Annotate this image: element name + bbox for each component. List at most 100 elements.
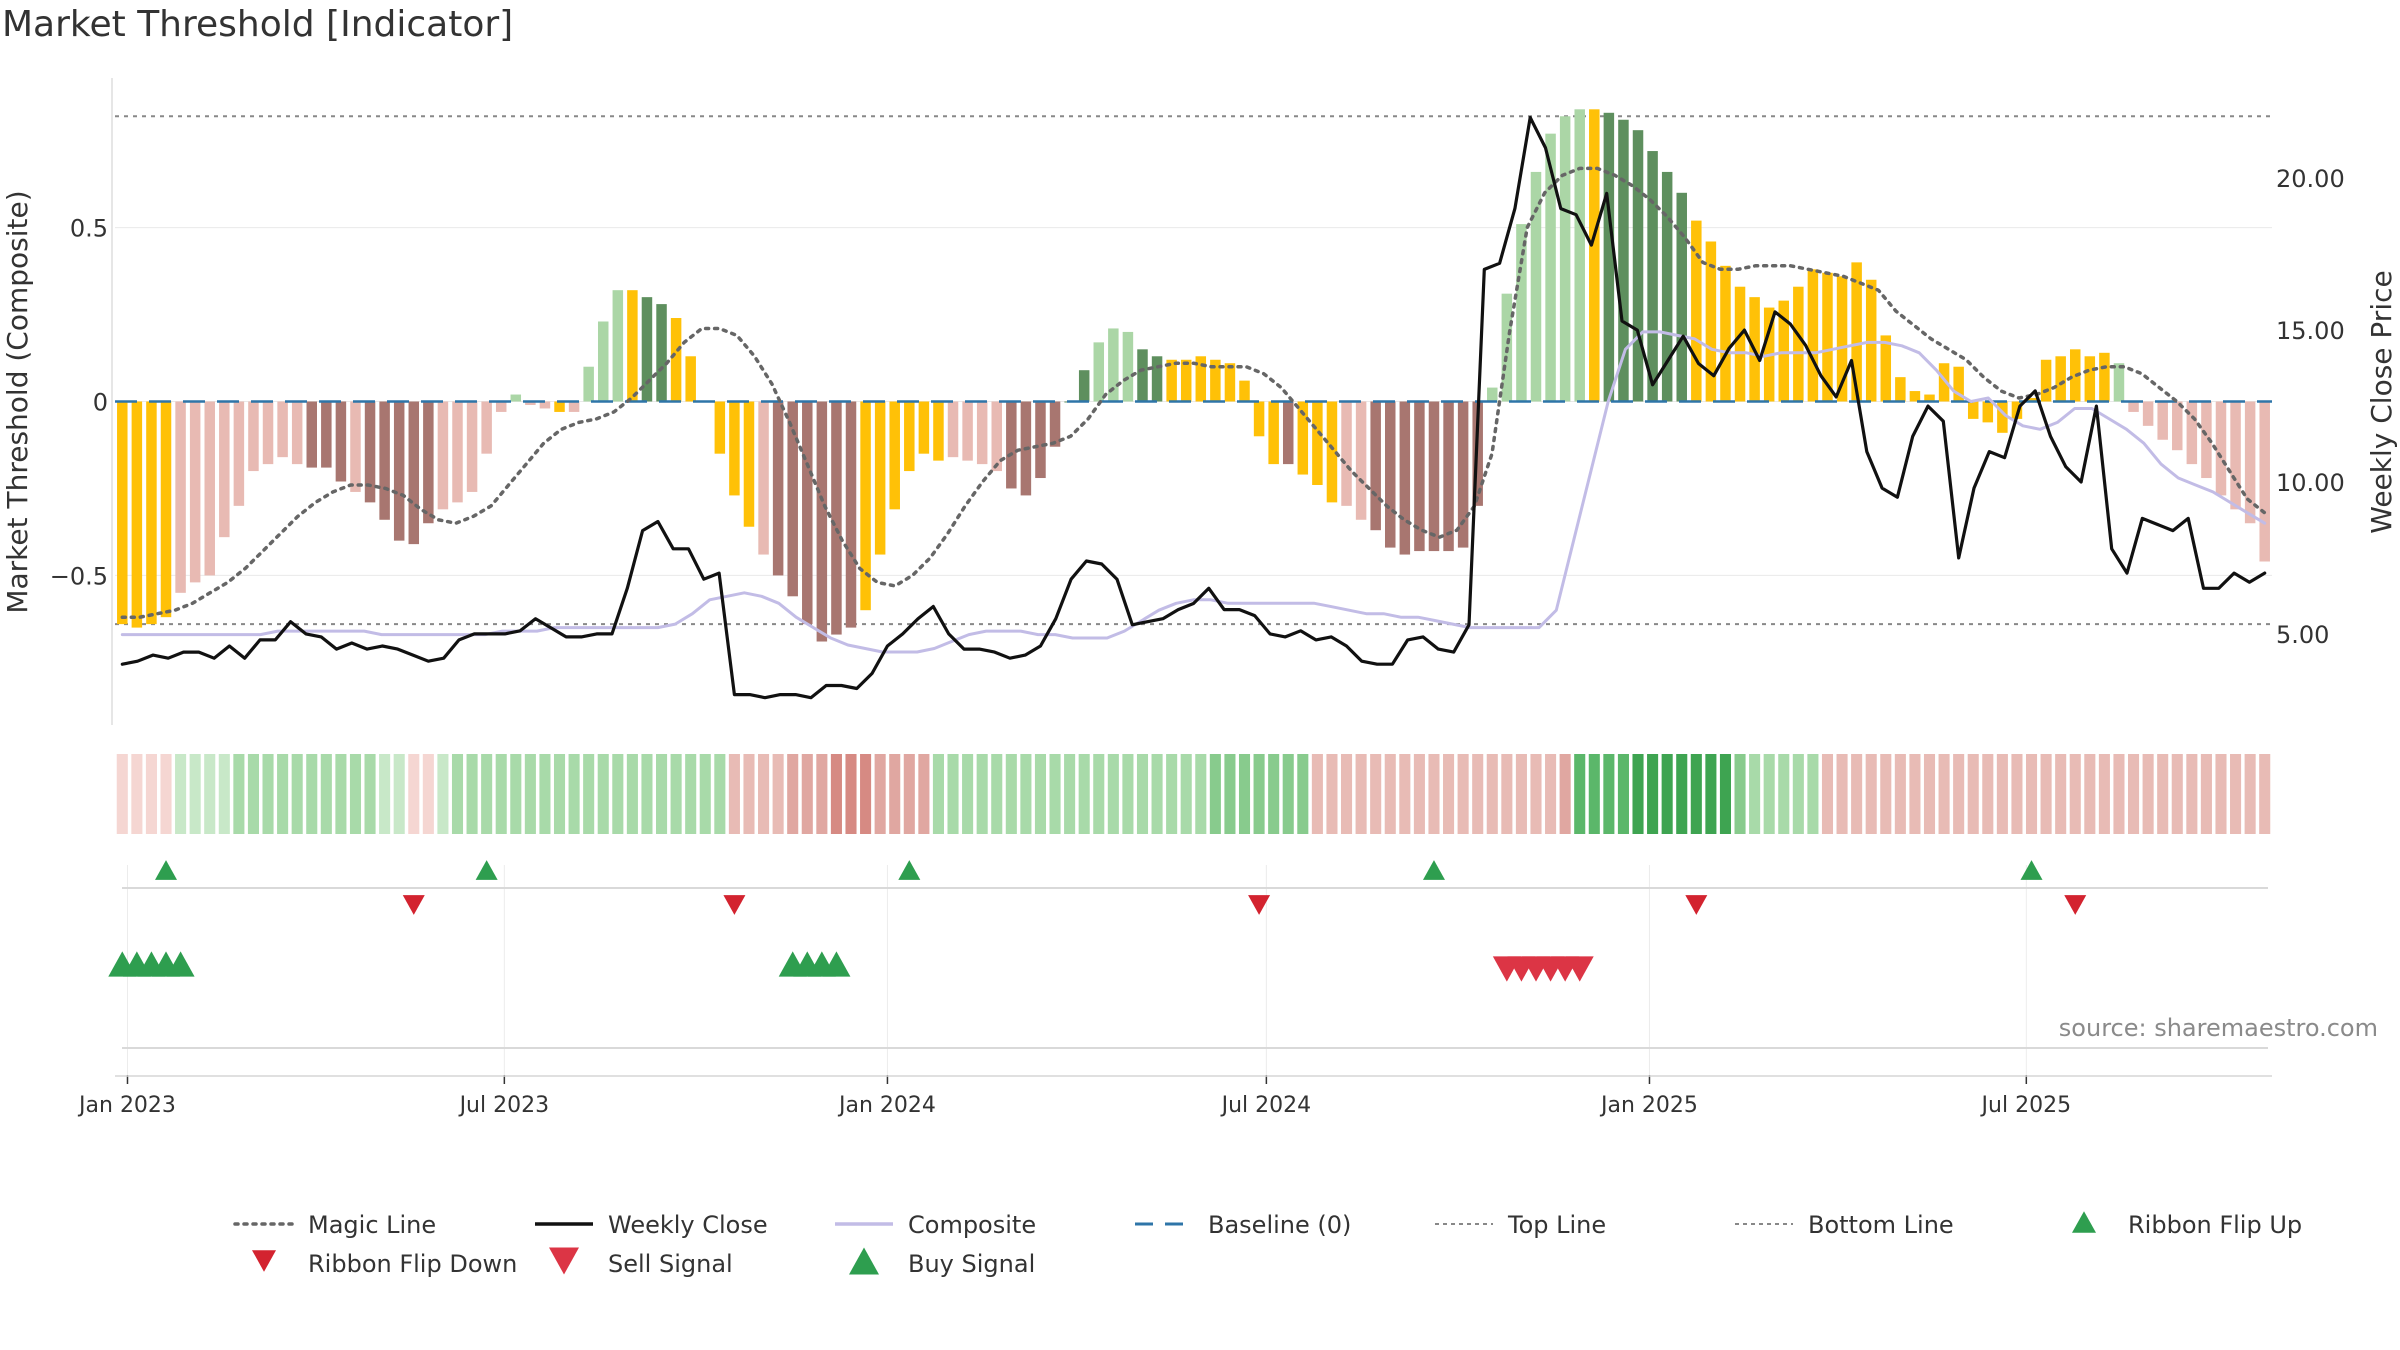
y2-tick-label: 5.00: [2276, 621, 2329, 649]
ribbon-cell: [743, 754, 755, 834]
histogram-bar: [2230, 401, 2241, 510]
histogram-bar: [743, 401, 755, 527]
ribbon-flip-up-marker: [155, 860, 178, 880]
histogram-bar: [1006, 401, 1017, 489]
ribbon-cell: [1064, 754, 1076, 834]
ribbon-cell: [2200, 754, 2212, 834]
legend-item: Weekly Close: [535, 1211, 768, 1239]
ribbon-cell: [1399, 754, 1411, 834]
ribbon-cell: [1195, 754, 1207, 834]
histogram-bar: [219, 401, 230, 538]
ribbon-cell: [1676, 754, 1688, 834]
ribbon-cell: [1880, 754, 1892, 834]
histogram-bar: [1078, 370, 1090, 402]
histogram-bar: [175, 401, 186, 593]
ribbon-cell: [1078, 754, 1090, 834]
ribbon-cell: [1457, 754, 1469, 834]
ribbon-cell: [1166, 754, 1178, 834]
ribbon-cell: [758, 754, 770, 834]
histogram-bar: [204, 401, 215, 576]
x-tick-label: Jan 2023: [77, 1093, 176, 1118]
ribbon-cell: [2142, 754, 2154, 834]
ribbon-cell: [1384, 754, 1396, 834]
legend-item: Top Line: [1435, 1211, 1606, 1239]
histogram-bar: [1108, 328, 1119, 402]
ribbon-cell: [1734, 754, 1746, 834]
legend-swatch: [549, 1247, 579, 1275]
ribbon-cell: [889, 754, 901, 834]
histogram-bar: [1778, 300, 1790, 402]
ribbon-cell: [2025, 754, 2038, 834]
sell-signal-marker: [1565, 956, 1594, 982]
histogram-bar: [233, 401, 245, 506]
legend-label: Weekly Close: [608, 1211, 768, 1239]
ribbon-cell: [728, 754, 740, 834]
legend-item: Sell Signal: [549, 1247, 733, 1278]
ribbon-cell: [2055, 754, 2067, 834]
ribbon-cell: [466, 754, 478, 834]
ribbon-cell: [1938, 754, 1950, 834]
bars-layer: [117, 109, 2270, 642]
histogram-bar: [1282, 401, 1294, 465]
histogram-bar: [2157, 401, 2168, 440]
histogram-bar: [2113, 363, 2125, 402]
legend-label: Ribbon Flip Up: [2128, 1211, 2302, 1239]
ribbon-cell: [1005, 754, 1017, 834]
histogram-bar: [685, 356, 696, 402]
histogram-bar: [1428, 401, 1440, 552]
histogram-bar: [437, 401, 449, 510]
legend-item: Composite: [835, 1211, 1036, 1239]
histogram-bar: [393, 401, 405, 541]
histogram-bar: [1166, 359, 1177, 402]
y2-axis-label: Weekly Close Price: [2365, 270, 2398, 533]
ribbon-cell: [845, 754, 857, 834]
ribbon-cell: [641, 754, 653, 834]
ribbon-cell: [1355, 754, 1367, 834]
histogram-bar: [1530, 171, 1542, 402]
ribbon-cell: [510, 754, 522, 834]
ribbon-flip-down-marker: [402, 895, 425, 915]
ribbon-cell: [1996, 754, 2008, 834]
histogram-bar: [1195, 356, 1207, 402]
ribbon-cell: [2098, 754, 2110, 834]
ribbon-cell: [1792, 754, 1804, 834]
ribbon-cell: [699, 754, 711, 834]
ribbon-cell: [1151, 754, 1163, 834]
ribbon-cell: [2171, 754, 2183, 834]
ribbon-cell: [1282, 754, 1294, 834]
histogram-bar: [364, 401, 376, 503]
histogram-bar: [1895, 377, 1906, 402]
ribbon-cell: [1238, 754, 1251, 834]
ribbon-cell: [1807, 754, 1819, 834]
histogram-bar: [2186, 401, 2198, 465]
histogram-bar: [1035, 401, 1046, 479]
ribbon-cell: [655, 754, 668, 834]
ribbon-cell: [218, 754, 230, 834]
legend-label: Sell Signal: [608, 1250, 733, 1278]
ribbon-cell: [495, 754, 507, 834]
ribbon-cell: [335, 754, 347, 834]
ribbon-cell: [1749, 754, 1761, 834]
histogram-bar: [1559, 116, 1571, 402]
histogram-bar: [991, 401, 1002, 472]
ribbon-cell: [1311, 754, 1323, 834]
histogram-bar: [495, 401, 507, 412]
histogram-bar: [1355, 401, 1367, 520]
ribbon-cell: [131, 754, 143, 834]
histogram-bar: [772, 401, 784, 576]
ribbon-cell: [903, 754, 915, 834]
ribbon-cell: [947, 754, 959, 834]
ribbon-cell: [962, 754, 974, 834]
ribbon-cell: [1865, 754, 1877, 834]
histogram-bar: [2128, 401, 2139, 412]
histogram-bar: [146, 401, 157, 625]
histogram-bar: [248, 401, 259, 472]
legend-item: Baseline (0): [1135, 1211, 1351, 1239]
ribbon-cell: [976, 754, 988, 834]
histogram-bar: [423, 401, 434, 524]
histogram-bar: [612, 290, 624, 402]
histogram-bar: [1487, 387, 1498, 402]
ribbon-cell: [349, 754, 362, 834]
histogram-bar: [1822, 272, 1833, 402]
